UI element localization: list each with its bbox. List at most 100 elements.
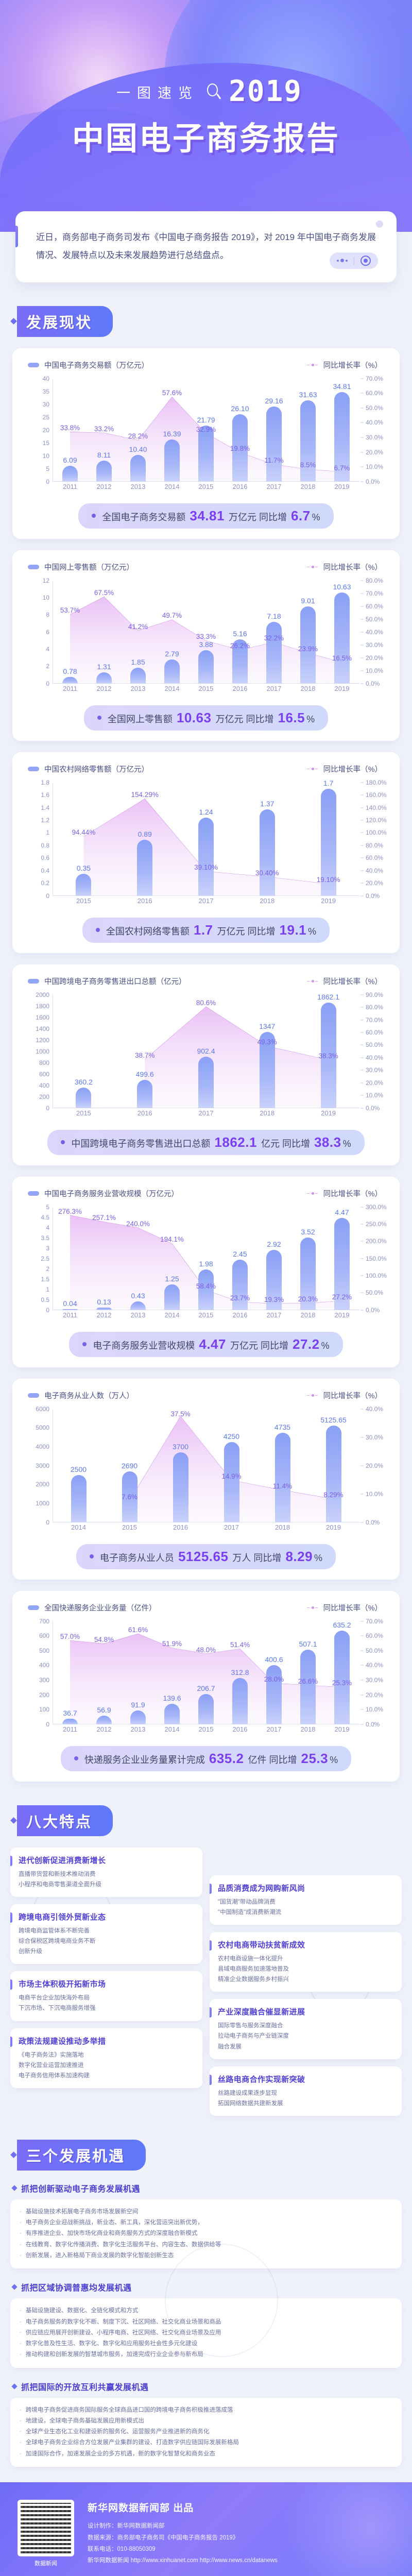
y-tick-left: 4.5 — [41, 1213, 49, 1221]
chart-card: 中国电子商务服务业营收规模（万亿元） 同比增长率（%） 5 4.5 4 3.5 3 2.5 2 1… — [12, 1176, 400, 1367]
bullet-icon: · — [20, 2208, 22, 2215]
opportunity-item: · 有序推进企业、加快市场化商业和商务服务方式的深度融合新模式 — [20, 2228, 392, 2239]
diamond-icon — [11, 2284, 18, 2290]
bar-value-label: 10.63 — [333, 582, 351, 591]
bar — [96, 1716, 112, 1724]
x-tick-label: 2014 — [164, 1311, 180, 1319]
y-tick-right: 70.0% — [366, 589, 384, 597]
bullet-icon — [74, 1756, 78, 1761]
y-tick-right: 30.0% — [366, 1433, 384, 1441]
chart-legend: 中国农村网络零售额（万亿元） 同比增长率（%） — [22, 764, 390, 774]
opportunity-title: 抓把创新驱动电子商务发展机遇 — [21, 2184, 141, 2194]
y-tick-left: 6000 — [36, 1405, 49, 1413]
x-axis-labels: 2015 2016 2017 2018 2019 — [53, 1109, 359, 1122]
bar-column: 1.24 — [176, 783, 237, 896]
y-tick-left: 4 — [46, 1224, 49, 1231]
y-tick-left: 1.2 — [41, 817, 49, 824]
opportunity-card: · 基础设施技术拓展电子商务市场发展新空间 · 电子商务企业迎战新挑战，新业态、新工具… — [10, 2199, 402, 2269]
chart-summary-row: 中国跨境电子商务零售进出口总额 1862.1 亿元 同比增 38.3% — [22, 1129, 390, 1155]
chart-plot: 2000 1800 1600 1400 1200 1000 800 600 400 200 0 90.… — [26, 991, 386, 1122]
bar-column: 6.09 — [53, 379, 87, 482]
y-tick-right: 30.0% — [366, 1066, 384, 1074]
bullet-icon: · — [20, 2406, 22, 2413]
footer: 数据新闻 新华网数据新闻部 出品 设计制作：新华网数据新闻部 数据来源：商务部电子… — [0, 2482, 412, 2576]
bar — [232, 1259, 248, 1310]
x-tick-label: 2016 — [232, 1311, 248, 1319]
bar — [62, 1719, 78, 1724]
y-tick-right: 0.0% — [366, 1306, 380, 1314]
y-tick-right: 60.0% — [366, 1632, 384, 1640]
chart-summary-text: 全国农村网络零售额 1.7 万亿元 同比增 19.1% — [106, 922, 317, 938]
y-tick-right: 80.0% — [366, 841, 384, 849]
bar — [259, 809, 275, 896]
x-tick-label: 2013 — [130, 1311, 146, 1319]
bar-value-label: 8.11 — [97, 451, 111, 460]
y-tick-left: 0 — [46, 1306, 49, 1314]
opportunity-item-text: 推动构建和创新发展的智慧城市服务，加速完成行业企业参与新布局 — [25, 2351, 203, 2358]
bar-value-label: 1.7 — [323, 778, 334, 787]
intro-badge — [330, 252, 378, 269]
bar-value-label: 9.01 — [301, 596, 315, 605]
bar-series: 0.35 0.89 1.24 1.37 1.7 — [53, 779, 359, 896]
bar-value-label: 0.43 — [131, 1291, 145, 1300]
qr-caption: 数据新闻 — [35, 2560, 57, 2567]
y-tick-left: 3000 — [36, 1462, 49, 1469]
chart-summary-row: 快递服务企业业务量累计完成 635.2 亿件 同比增 25.3% — [22, 1745, 390, 1771]
legend-line-label: 同比增长率（%） — [323, 1190, 382, 1198]
y-tick-right: 60.0% — [366, 389, 384, 397]
x-tick-label: 2018 — [300, 482, 316, 490]
y-tick-left: 200 — [39, 1691, 49, 1699]
bullet-icon: · — [20, 2429, 22, 2435]
section-title-status: 发展现状 — [17, 306, 113, 337]
y-tick-left: 1.8 — [41, 778, 49, 786]
bar-column: 2500 — [53, 1409, 104, 1522]
y-tick-left: 6 — [46, 628, 49, 636]
y-tick-right: 80.0% — [366, 577, 384, 584]
x-tick-label: 2013 — [130, 482, 146, 490]
chart-summary-pill: 中国跨境电子商务零售进出口总额 1862.1 亿元 同比增 38.3% — [47, 1129, 365, 1155]
x-tick-label: 2017 — [198, 896, 214, 905]
y-tick-left: 1800 — [36, 1002, 49, 1010]
bullet-icon: · — [20, 2450, 22, 2457]
y-tick-left: 0 — [46, 1104, 49, 1112]
bar — [164, 659, 180, 684]
footer-body: 新华网数据新闻部 出品 设计制作：新华网数据新闻部 数据来源：商务部电子商务司《中… — [88, 2500, 394, 2567]
bar-value-label: 2500 — [70, 1465, 87, 1474]
y-axis-left: 2000 1800 1600 1400 1200 1000 800 600 400 200 0 — [26, 991, 53, 1112]
bar — [164, 439, 180, 482]
legend-line-item: 同比增长率（%） — [306, 1390, 382, 1401]
bar — [232, 414, 248, 482]
y-tick-left: 3 — [46, 1244, 49, 1252]
bar-value-label: 499.6 — [135, 1070, 154, 1078]
y-tick-left: 800 — [39, 1059, 49, 1066]
features-section: 进代创新促进消费新增长 直播带货营和新技术推动消费 小程序和电商零售渠道全面升级 跨境… — [10, 1847, 402, 2116]
bullet-icon: · — [20, 2252, 22, 2259]
intro-paragraph: 近日，商务部电子商务司发布《中国电子商务报告 2019》，对 2019 年中国电… — [36, 232, 376, 260]
bar-column: 2.79 — [155, 581, 189, 684]
bar-column: 29.16 — [257, 379, 291, 482]
x-tick-label: 2015 — [122, 1523, 137, 1531]
x-axis-labels: 2011 2012 2013 2014 2015 2016 2017 2018 2019 — [53, 1725, 359, 1738]
feature-card: 跨境电商引领外贸新业态 跨境电商监管体系不断完善 综合保税区跨境电商业务不断 创新升级 — [10, 1904, 202, 1964]
bar-column: 2.45 — [223, 1207, 257, 1310]
y-tick-left: 2 — [46, 1265, 49, 1273]
section-title-features: 八大特点 — [17, 1805, 113, 1836]
bullet-icon — [89, 1554, 94, 1559]
bar-column: 139.6 — [155, 1621, 189, 1724]
opportunity-item-text: 全球电子商务企业综合方位发展产业集群的建设、打造数字供应链国际发展新格局 — [25, 2439, 239, 2446]
bar-series: 6.09 8.11 10.40 16.39 21.79 26.10 29.16 31.63 34… — [53, 379, 359, 482]
feature-card: 市场主体积极开拓新市场 电商平台企业加快海外布局 下沉市场、下沉电商服务增强 — [10, 1971, 202, 2021]
opportunities-section: 抓把创新驱动电子商务发展机遇 · 基础设施技术拓展电子商务市场发展新空间 · 电子商务企… — [10, 2182, 402, 2467]
x-tick-label: 2013 — [130, 684, 146, 692]
qr-code[interactable] — [18, 2499, 74, 2556]
legend-line-label: 同比增长率（%） — [323, 1604, 382, 1613]
feature-line: 跨境电商监管体系不断完善 — [19, 1927, 90, 1934]
bullet-icon: · — [20, 2241, 22, 2248]
bar-column: 360.2 — [53, 995, 114, 1108]
feature-title: 产业深度融合催显新进展 — [218, 2008, 305, 2017]
x-tick-label: 2012 — [96, 1311, 112, 1319]
section-title-opportunities: 三个发展机遇 — [17, 2139, 146, 2171]
y-tick-right: 70.0% — [366, 375, 384, 382]
chart-legend: 电子商务从业人数（万人） 同比增长率（%） — [22, 1390, 390, 1401]
diamond-icon — [10, 1817, 17, 1824]
